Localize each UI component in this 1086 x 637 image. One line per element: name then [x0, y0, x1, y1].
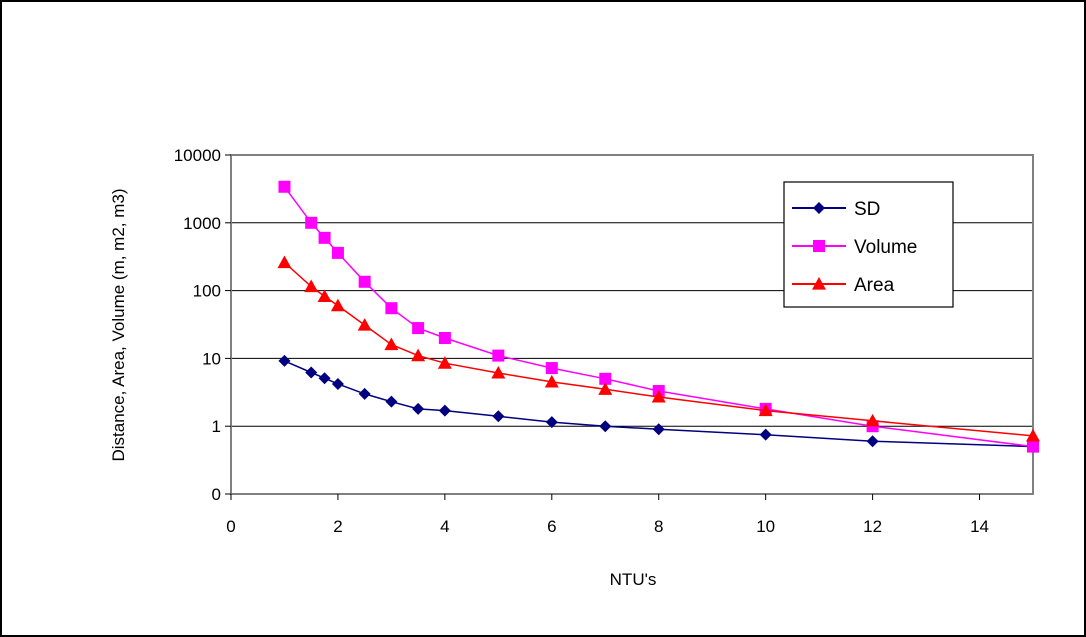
data-point-area — [437, 356, 452, 369]
data-point-volume — [385, 302, 398, 315]
data-point-sd — [599, 420, 612, 433]
data-point-sd — [545, 416, 558, 429]
x-tick-label: 6 — [547, 517, 556, 536]
data-point-sd — [412, 402, 425, 415]
data-point-sd — [385, 395, 398, 408]
y-axis-title: Distance, Area, Volume (m, m2, m3) — [109, 188, 128, 461]
data-point-area — [330, 298, 345, 312]
data-point-volume — [492, 349, 505, 362]
data-point-area — [865, 413, 880, 427]
data-point-area — [384, 337, 399, 351]
data-point-area — [411, 348, 426, 362]
data-point-volume — [1027, 440, 1039, 453]
data-point-volume — [331, 246, 344, 259]
data-point-sd — [305, 366, 318, 379]
y-tick-label: 100 — [193, 282, 221, 301]
legend-label-sd: SD — [854, 199, 880, 220]
data-point-area — [544, 374, 559, 388]
data-point-area — [304, 279, 319, 293]
data-point-volume — [318, 231, 331, 244]
data-point-area — [758, 403, 773, 417]
x-tick-label: 8 — [654, 517, 663, 536]
data-point-area — [491, 365, 506, 379]
legend-box — [783, 181, 954, 308]
y-tick-label: 1000 — [183, 214, 221, 233]
x-axis-title: NTU's — [610, 570, 657, 589]
data-point-volume — [278, 180, 291, 193]
y-tick-label: 1 — [212, 417, 221, 436]
data-point-sd — [759, 428, 772, 441]
x-tick-label: 10 — [756, 517, 775, 536]
data-point-volume — [545, 362, 558, 375]
x-tick-label: 2 — [333, 517, 342, 536]
data-point-volume — [599, 372, 612, 385]
data-point-sd — [331, 377, 344, 390]
legend-marker-area — [812, 277, 826, 290]
data-point-sd — [652, 423, 665, 436]
y-tick-label: 10 — [202, 349, 221, 368]
x-tick-label: 0 — [226, 517, 235, 536]
y-tick-label: 10000 — [174, 146, 221, 165]
data-point-sd — [438, 404, 451, 417]
data-point-area — [357, 318, 372, 331]
x-tick-label: 12 — [863, 517, 882, 536]
x-tick-label: 4 — [440, 517, 449, 536]
data-point-volume — [412, 322, 425, 335]
series-layer — [277, 180, 1040, 453]
data-point-area — [317, 289, 332, 303]
y-tick-label: 0 — [212, 485, 221, 504]
legend: SD Volume Area — [783, 181, 954, 308]
data-point-volume — [358, 275, 371, 288]
data-point-area — [598, 382, 613, 395]
data-point-sd — [358, 387, 371, 400]
data-point-area — [651, 389, 666, 403]
legend-label-area: Area — [854, 275, 895, 296]
data-point-sd — [866, 435, 879, 448]
axes: 0 1 10 100 1000 10000 0 2 4 6 8 10 12 14 — [174, 146, 989, 536]
data-point-sd — [278, 354, 291, 367]
data-point-volume — [305, 216, 318, 229]
legend-label-volume: Volume — [854, 237, 917, 258]
data-point-area — [1026, 428, 1040, 442]
data-point-sd — [318, 372, 331, 385]
legend-marker-sd — [813, 202, 825, 214]
data-point-volume — [438, 331, 451, 344]
data-point-area — [277, 255, 292, 269]
plot-border — [230, 154, 1034, 495]
legend-marker-volume — [813, 240, 825, 252]
x-tick-label: 14 — [970, 517, 989, 536]
data-point-sd — [492, 410, 505, 423]
